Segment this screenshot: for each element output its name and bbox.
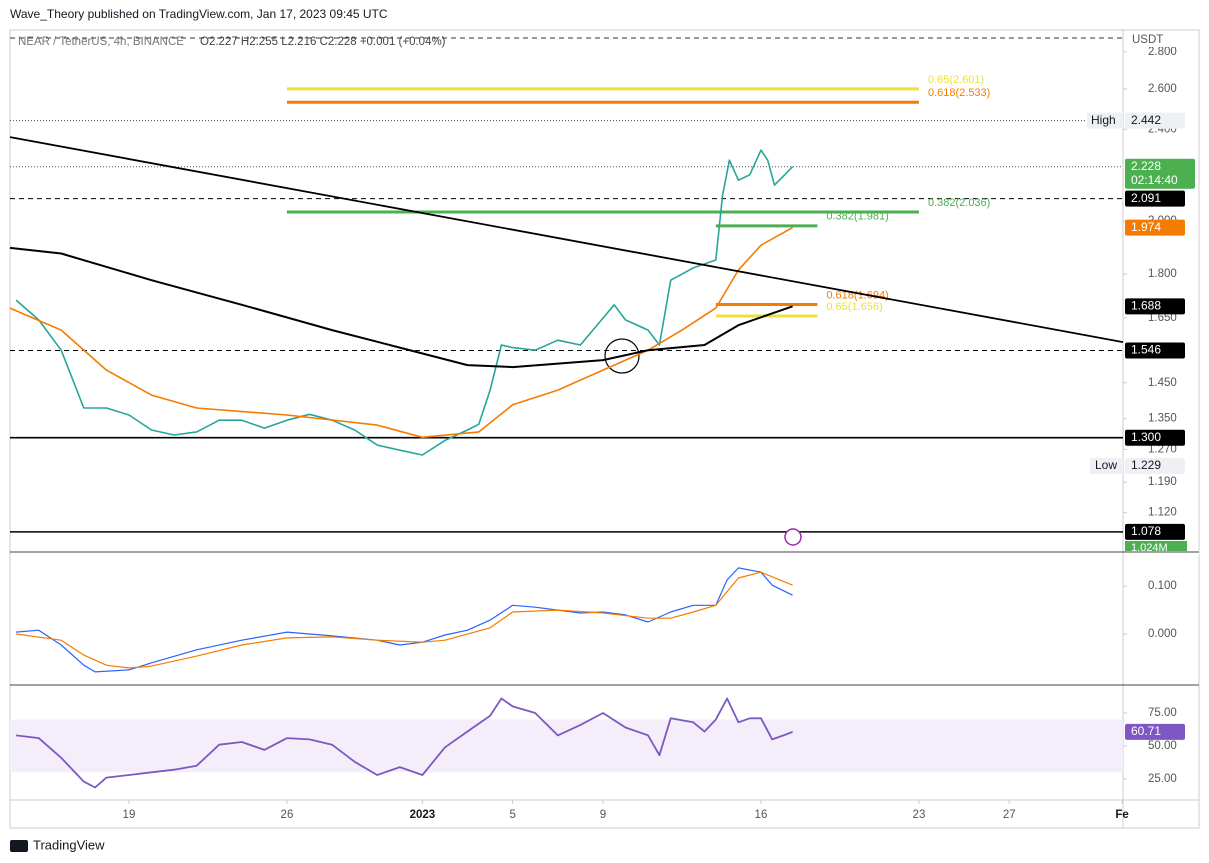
ma-label-box bbox=[1125, 298, 1185, 315]
level-label-box bbox=[1125, 523, 1185, 540]
fib-label: 0.618(2.533) bbox=[928, 87, 990, 99]
fib-label: 0.65(1.656) bbox=[826, 301, 882, 313]
unit-label: USDT bbox=[1132, 34, 1163, 46]
x-tick-label: 19 bbox=[123, 809, 136, 821]
y-tick-label: 50.00 bbox=[1148, 740, 1177, 752]
last-price-box bbox=[1125, 158, 1195, 189]
y-tick-label: 1.350 bbox=[1148, 413, 1177, 425]
y-tick-label: 2.800 bbox=[1148, 46, 1177, 58]
y-tick-label: 75.00 bbox=[1148, 707, 1177, 719]
y-tick-label: 1.270 bbox=[1148, 443, 1177, 455]
high-tag-text: High bbox=[1091, 113, 1116, 127]
fib-label: 0.382(1.981) bbox=[826, 211, 888, 223]
low-tag bbox=[1090, 457, 1123, 474]
ma-label: 1.688 bbox=[1131, 299, 1161, 313]
countdown: 02:14:40 bbox=[1131, 173, 1178, 187]
x-tick-label: 5 bbox=[509, 809, 515, 821]
fib-label: 0.65(2.601) bbox=[928, 74, 984, 86]
symbol: NEAR / TetherUS, 4h, BINANCE bbox=[18, 36, 184, 48]
volume-icon bbox=[784, 528, 802, 546]
quote: O2.227 H2.255 L2.216 C2.228 +0.001 (+0.0… bbox=[200, 36, 446, 48]
low-tag-text: Low bbox=[1095, 458, 1117, 472]
series-line bbox=[9, 226, 793, 439]
series-line bbox=[16, 567, 793, 673]
ma-label: 1.974 bbox=[1131, 220, 1161, 234]
low-label-box bbox=[1125, 457, 1185, 474]
high-label-box bbox=[1125, 112, 1185, 129]
volume-label: 1.024M bbox=[1131, 542, 1168, 554]
level-label: 2.091 bbox=[1131, 191, 1161, 205]
rsi-label: 60.71 bbox=[1131, 724, 1161, 738]
high-label: 2.442 bbox=[1131, 113, 1161, 127]
ma-label-box bbox=[1125, 219, 1185, 236]
series-line bbox=[9, 246, 793, 369]
y-tick-label: 25.00 bbox=[1148, 773, 1177, 785]
y-tick-label: 1.650 bbox=[1148, 312, 1177, 324]
y-tick-label: 1.800 bbox=[1148, 268, 1177, 280]
fib-label: 0.382(2.036) bbox=[928, 197, 990, 209]
x-tick-label: 23 bbox=[913, 809, 926, 821]
level-label-box bbox=[1125, 342, 1185, 359]
x-tick-label: Fe bbox=[1115, 809, 1128, 821]
logo-text: TradingView bbox=[33, 837, 105, 852]
fib-label: 0.618(1.694) bbox=[826, 289, 888, 301]
level-label: 1.546 bbox=[1131, 343, 1161, 357]
annotation-circle bbox=[604, 338, 640, 374]
level-label: 1.078 bbox=[1131, 524, 1161, 538]
x-tick-label: 26 bbox=[281, 809, 294, 821]
y-tick-label: 0.000 bbox=[1148, 628, 1177, 640]
x-tick-label: 16 bbox=[755, 809, 768, 821]
x-tick-label: 9 bbox=[600, 809, 606, 821]
y-tick-label: 1.450 bbox=[1148, 377, 1177, 389]
frame bbox=[9, 29, 1200, 829]
unit-bg bbox=[1125, 31, 1195, 47]
series-line bbox=[15, 697, 793, 789]
x-tick-label: 2023 bbox=[410, 809, 436, 821]
x-tick-label: 27 bbox=[1003, 809, 1016, 821]
logo-icon bbox=[10, 840, 28, 852]
series-line bbox=[9, 136, 1124, 343]
rsi-band bbox=[10, 719, 1123, 773]
high-tag bbox=[1087, 112, 1123, 129]
last-price: 2.228 bbox=[1131, 159, 1161, 173]
series-line bbox=[15, 149, 794, 456]
volume-mask bbox=[1124, 551, 1199, 556]
publisher: Wave_Theory published on TradingView.com… bbox=[10, 7, 388, 21]
logo: TradingView bbox=[10, 837, 105, 852]
y-tick-label: 0.100 bbox=[1148, 580, 1177, 592]
series-line bbox=[16, 571, 793, 669]
level-label-box bbox=[1125, 429, 1185, 446]
y-tick-label: 1.120 bbox=[1148, 507, 1177, 519]
y-tick-label: 2.600 bbox=[1148, 83, 1177, 95]
level-label-box bbox=[1125, 190, 1185, 207]
rsi-label-box bbox=[1125, 723, 1185, 740]
y-tick-label: 1.190 bbox=[1148, 476, 1177, 488]
low-label: 1.229 bbox=[1131, 458, 1161, 472]
level-label: 1.300 bbox=[1131, 430, 1161, 444]
